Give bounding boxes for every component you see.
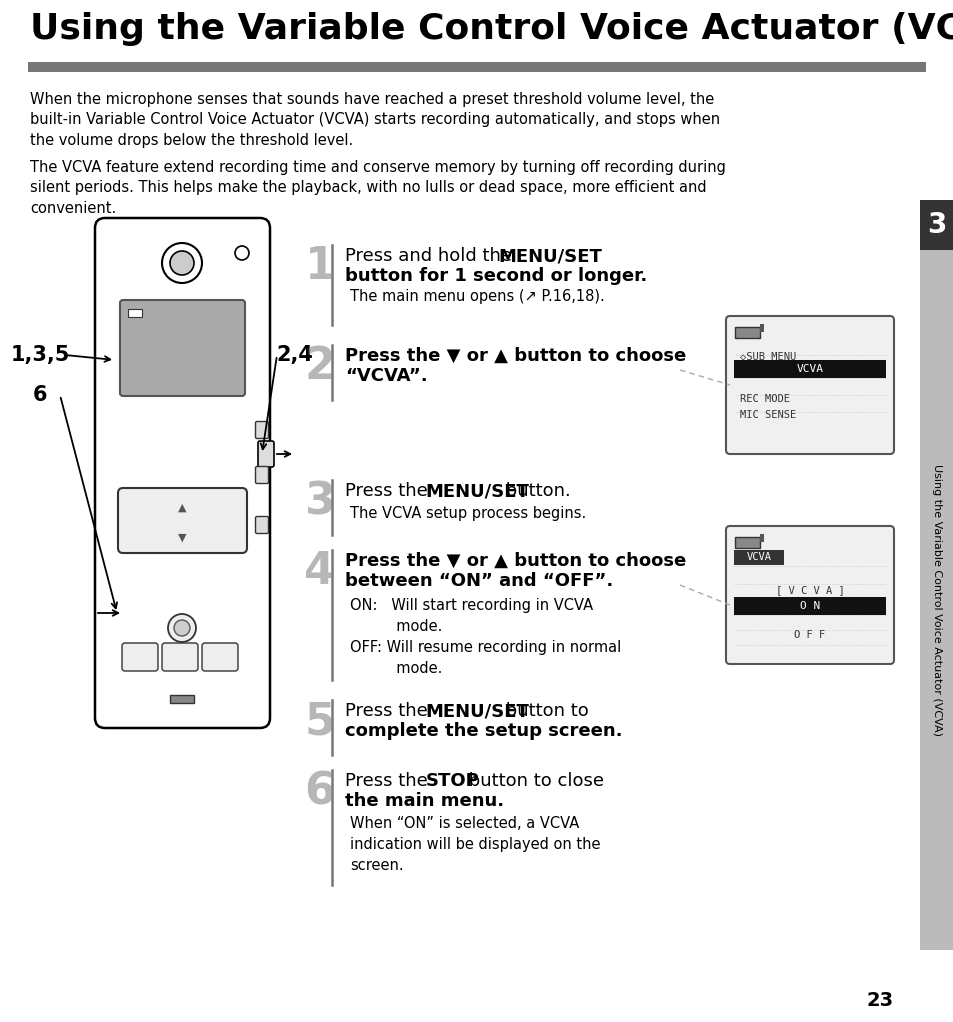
Text: The main menu opens (↗ P.16,18).: The main menu opens (↗ P.16,18).	[350, 289, 604, 304]
Text: 3: 3	[926, 211, 945, 239]
Bar	[128, 309, 142, 317]
Text: [ V C V A ]: [ V C V A ]	[775, 585, 843, 595]
Text: the main menu.: the main menu.	[345, 792, 503, 810]
Text: O F F: O F F	[794, 630, 824, 640]
Text: 4: 4	[304, 550, 335, 593]
Text: MENU/SET: MENU/SET	[497, 247, 601, 265]
FancyBboxPatch shape	[725, 526, 893, 664]
FancyBboxPatch shape	[118, 487, 247, 553]
Text: complete the setup screen.: complete the setup screen.	[345, 722, 622, 740]
FancyBboxPatch shape	[725, 316, 893, 454]
Text: button for 1 second or longer.: button for 1 second or longer.	[345, 267, 646, 285]
Text: REC MODE: REC MODE	[740, 394, 789, 404]
FancyBboxPatch shape	[255, 516, 268, 533]
Text: 3: 3	[304, 480, 335, 523]
FancyBboxPatch shape	[95, 218, 270, 728]
Bar	[733, 550, 783, 565]
Circle shape	[162, 243, 202, 283]
Text: between “ON” and “OFF”.: between “ON” and “OFF”.	[345, 572, 613, 590]
Circle shape	[170, 251, 193, 275]
Bar	[170, 695, 193, 703]
Text: The VCVA setup process begins.: The VCVA setup process begins.	[350, 506, 586, 521]
Text: MENU/SET: MENU/SET	[425, 702, 529, 721]
Text: VCVA: VCVA	[745, 552, 771, 562]
FancyBboxPatch shape	[255, 421, 268, 438]
Text: ▼: ▼	[177, 533, 186, 543]
Text: Press the ▼ or ▲ button to choose: Press the ▼ or ▲ button to choose	[345, 552, 685, 570]
Text: Press and hold the: Press and hold the	[345, 247, 517, 265]
Text: MENU/SET: MENU/SET	[425, 482, 529, 500]
Text: Press the: Press the	[345, 702, 433, 721]
Bar	[919, 200, 953, 950]
FancyBboxPatch shape	[122, 643, 158, 671]
FancyBboxPatch shape	[257, 442, 274, 467]
Text: ▲: ▲	[177, 503, 186, 513]
Circle shape	[168, 614, 195, 642]
Text: Using the Variable Control Voice Actuator (VCVA): Using the Variable Control Voice Actuato…	[30, 12, 953, 46]
Text: 2,4: 2,4	[276, 345, 314, 365]
Bar	[919, 200, 953, 250]
Text: STOP: STOP	[425, 772, 478, 790]
Text: 6: 6	[304, 770, 335, 812]
FancyBboxPatch shape	[120, 300, 245, 396]
FancyBboxPatch shape	[255, 466, 268, 483]
FancyBboxPatch shape	[202, 643, 237, 671]
Text: Using the Variable Control Voice Actuator (VCVA): Using the Variable Control Voice Actuato…	[931, 464, 941, 736]
Circle shape	[234, 246, 249, 260]
Bar	[760, 324, 763, 332]
Text: The VCVA feature extend recording time and conserve memory by turning off record: The VCVA feature extend recording time a…	[30, 160, 725, 216]
FancyBboxPatch shape	[162, 643, 198, 671]
Text: 2: 2	[304, 345, 335, 388]
Text: ON:   Will start recording in VCVA
          mode.
OFF: Will resume recording in: ON: Will start recording in VCVA mode. O…	[350, 598, 620, 676]
Bar	[760, 535, 763, 542]
Text: button to: button to	[500, 702, 589, 721]
Bar	[733, 597, 885, 615]
Text: ◇SUB MENU: ◇SUB MENU	[740, 352, 796, 362]
Text: When the microphone senses that sounds have reached a preset threshold volume le: When the microphone senses that sounds h…	[30, 92, 720, 148]
Text: When “ON” is selected, a VCVA
indication will be displayed on the
screen.: When “ON” is selected, a VCVA indication…	[350, 816, 599, 873]
Text: Press the: Press the	[345, 772, 433, 790]
Bar	[733, 360, 885, 378]
Text: 23: 23	[865, 990, 893, 1010]
Bar	[734, 327, 760, 338]
Text: button to close: button to close	[462, 772, 603, 790]
Text: button.: button.	[500, 482, 571, 500]
Text: O N: O N	[799, 601, 820, 611]
Text: 1: 1	[304, 245, 335, 288]
Text: 5: 5	[304, 700, 335, 743]
Bar	[734, 537, 760, 548]
Text: VCVA: VCVA	[796, 364, 822, 374]
Text: “VCVA”.: “VCVA”.	[345, 367, 427, 385]
Text: MIC SENSE: MIC SENSE	[740, 410, 796, 420]
Text: 6: 6	[32, 385, 48, 405]
Text: Press the ▼ or ▲ button to choose: Press the ▼ or ▲ button to choose	[345, 347, 685, 365]
Text: 1,3,5: 1,3,5	[10, 345, 70, 365]
Circle shape	[173, 620, 190, 636]
Text: Press the: Press the	[345, 482, 433, 500]
Bar	[28, 62, 925, 72]
